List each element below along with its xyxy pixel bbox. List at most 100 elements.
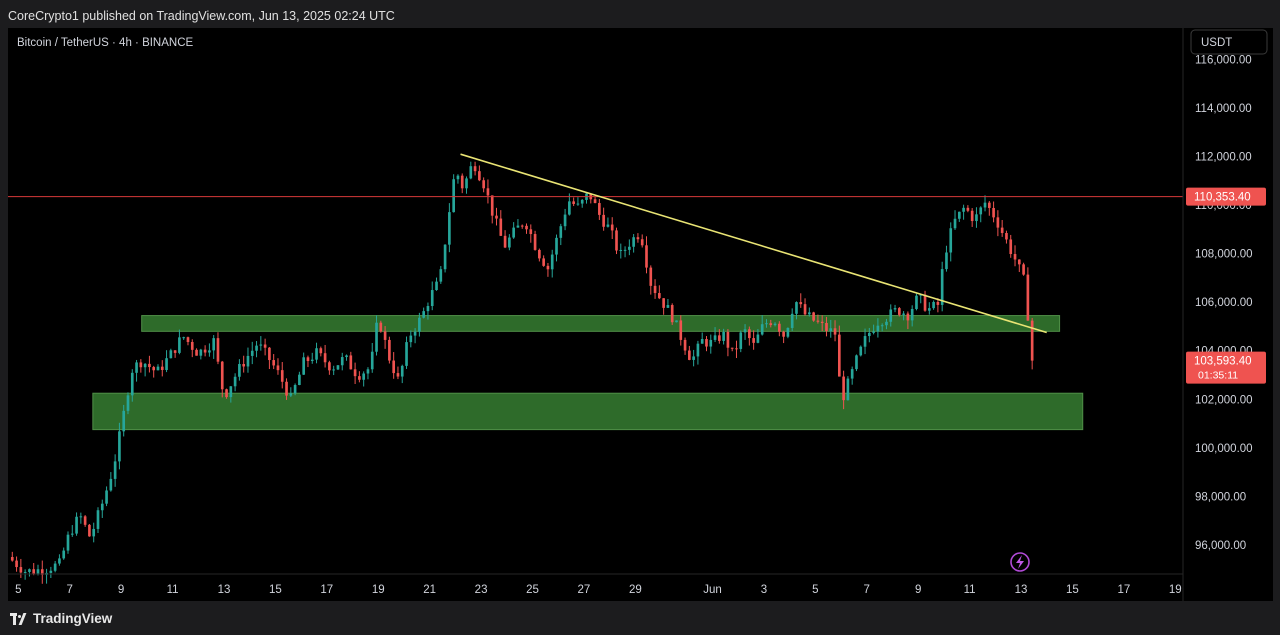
- price-axis[interactable]: 96,000.00 98,000.00 100,000.00 102,000.00 10…: [1195, 55, 1253, 552]
- candle-up: [113, 461, 117, 479]
- candle-up: [580, 199, 584, 204]
- candle-up: [508, 237, 511, 248]
- candlestick-chart[interactable]: 96,000.00 98,000.00 100,000.00 102,000.00 10…: [8, 28, 1273, 601]
- candle-down: [495, 215, 498, 219]
- candle-up: [143, 363, 147, 368]
- candle-up: [289, 393, 293, 396]
- candle-down: [319, 348, 323, 354]
- candle-down: [662, 298, 665, 308]
- candle-down: [752, 338, 755, 343]
- candle-up: [692, 356, 695, 360]
- candle-up: [739, 332, 743, 349]
- candle-down: [726, 331, 730, 348]
- candle-down: [1026, 274, 1030, 321]
- candle-up: [932, 301, 935, 309]
- candle-up: [366, 369, 370, 374]
- candle-down: [216, 338, 220, 362]
- candle-up: [79, 516, 83, 518]
- time-tick-label: 15: [269, 584, 282, 596]
- candle-up: [713, 335, 717, 340]
- candle-down: [610, 224, 614, 231]
- candle-up: [962, 207, 965, 212]
- candle-up: [469, 166, 473, 179]
- candle-down: [15, 560, 18, 568]
- candle-up: [983, 202, 987, 208]
- candle-up: [632, 237, 635, 247]
- candle-up: [953, 218, 957, 229]
- candle-down: [820, 321, 824, 323]
- time-axis[interactable]: 5 7 9 11 13 15 17 19 21 23 25 27 29 Jun 3 5 7 9 11 13 15 17 19: [15, 584, 1182, 596]
- resistance-price-label: 110,353.40: [1194, 192, 1251, 204]
- candle-down: [679, 320, 683, 340]
- candle-down: [996, 217, 1000, 228]
- candle-up: [700, 339, 704, 344]
- candle-up: [786, 327, 790, 337]
- candle-up: [246, 355, 250, 367]
- candle-down: [220, 361, 224, 390]
- candle-down: [263, 344, 267, 348]
- candle-down: [88, 524, 91, 537]
- candle-down: [152, 367, 156, 371]
- candle-up: [182, 337, 186, 339]
- time-tick-label: 17: [1117, 584, 1130, 596]
- candle-up: [606, 224, 610, 227]
- candle-up: [696, 343, 700, 357]
- price-tick-label: 112,000.00: [1195, 152, 1252, 164]
- candle-down: [825, 322, 828, 332]
- candle-up: [559, 226, 563, 238]
- candle-down: [645, 245, 648, 268]
- tradingview-logo[interactable]: TradingView: [10, 611, 112, 626]
- candle-down: [1005, 233, 1008, 240]
- candle-up: [760, 324, 764, 335]
- candle-down: [966, 207, 970, 211]
- candle-down: [139, 362, 143, 368]
- candle-up: [370, 351, 374, 370]
- time-tick-label: 11: [964, 584, 976, 596]
- candle-up: [302, 357, 306, 375]
- candle-down: [268, 347, 271, 361]
- candle-up: [808, 312, 811, 315]
- currency-selector[interactable]: USDT: [1190, 29, 1268, 55]
- upper-support-zone: [141, 315, 1061, 332]
- candle-up: [889, 309, 893, 322]
- candle-down: [482, 180, 485, 189]
- time-tick-label: 13: [218, 584, 231, 596]
- lightning-icon[interactable]: [1010, 552, 1030, 572]
- candle-up: [893, 308, 897, 310]
- candle-up: [96, 510, 100, 529]
- candle-up: [435, 281, 438, 291]
- candle-down: [572, 201, 575, 204]
- chart-panel[interactable]: 96,000.00 98,000.00 100,000.00 102,000.00 10…: [8, 28, 1273, 601]
- candle-down: [203, 349, 207, 353]
- candle-down: [923, 294, 927, 311]
- candle-down: [306, 357, 310, 361]
- candle-up: [765, 323, 768, 325]
- candle-up: [885, 321, 888, 326]
- price-tags: 110,353.40 103,593.40 01:35:11: [1186, 187, 1266, 384]
- candle-up: [915, 295, 918, 310]
- candle-down: [323, 353, 327, 363]
- candle-up: [426, 306, 430, 312]
- time-tick-label: 17: [320, 584, 333, 596]
- tradingview-logo-icon: [10, 612, 28, 625]
- candle-up: [178, 337, 181, 353]
- candle-down: [1022, 264, 1025, 275]
- candle-down: [478, 171, 481, 181]
- candle-up: [516, 225, 520, 228]
- candle-up: [880, 325, 884, 327]
- candle-up: [293, 385, 297, 394]
- candle-down: [803, 304, 807, 315]
- candle-down: [649, 267, 653, 286]
- price-tick-label: 108,000.00: [1195, 249, 1253, 261]
- candle-up: [375, 322, 378, 352]
- footer-bar: TradingView: [0, 601, 1280, 635]
- candle-down: [486, 188, 490, 196]
- candle-down: [383, 331, 387, 340]
- descending-trendline: [460, 153, 1047, 334]
- candle-up: [555, 237, 558, 255]
- candle-up: [118, 431, 121, 462]
- candle-up: [70, 533, 74, 535]
- candle-down: [349, 355, 353, 370]
- candle-down: [533, 234, 537, 250]
- candle-up: [743, 329, 747, 333]
